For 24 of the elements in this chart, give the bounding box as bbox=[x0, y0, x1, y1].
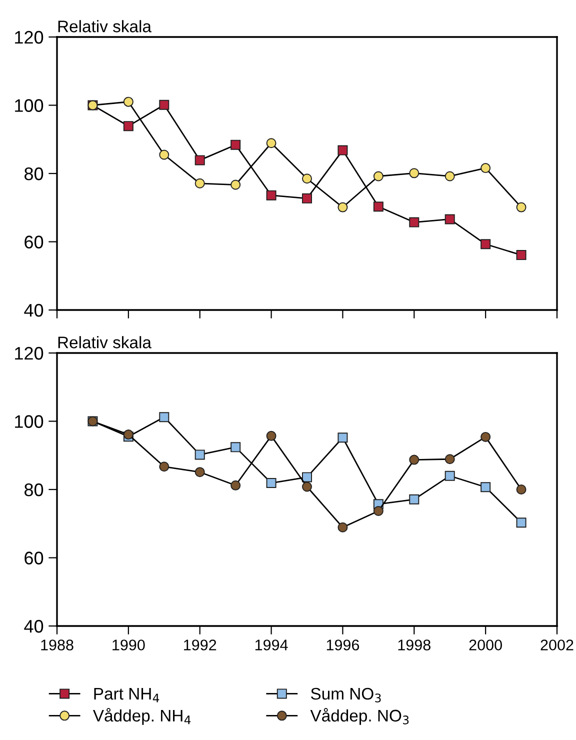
y-tick-label: 80 bbox=[24, 167, 44, 180]
y-tick-label: 40 bbox=[24, 620, 44, 633]
legend-label: Part NH$_{4}$ bbox=[94, 688, 160, 702]
y-tick-label: 60 bbox=[24, 236, 44, 248]
y-tick-label: 120 bbox=[15, 30, 44, 44]
x-tick-label: 1996 bbox=[326, 640, 360, 650]
y-tick-label: 80 bbox=[24, 483, 44, 496]
y-axis-title: Relativ skala bbox=[58, 336, 152, 348]
y-tick-label: 100 bbox=[15, 99, 44, 112]
x-tick-label: 1990 bbox=[112, 640, 145, 650]
x-tick-label: 1998 bbox=[398, 640, 430, 650]
y-axis-title: Relativ skala bbox=[58, 20, 152, 32]
x-tick-label: 1992 bbox=[184, 640, 216, 650]
x-tick-label: 1994 bbox=[255, 640, 288, 650]
y-tick-label: 40 bbox=[24, 304, 44, 317]
x-tick-label: 2002 bbox=[540, 640, 574, 650]
legend-label: Våddep. NH$_{4}$ bbox=[92, 708, 191, 725]
y-tick-label: 100 bbox=[15, 415, 44, 428]
legend-label: Sum NO$_{3}$ bbox=[310, 688, 381, 702]
y-tick-label: 60 bbox=[24, 552, 44, 564]
legend-label: Våddep. NO$_{3}$ bbox=[310, 708, 409, 725]
y-tick-label: 120 bbox=[15, 346, 44, 360]
x-tick-label: 1988 bbox=[41, 640, 74, 650]
x-tick-label: 2000 bbox=[469, 640, 502, 650]
